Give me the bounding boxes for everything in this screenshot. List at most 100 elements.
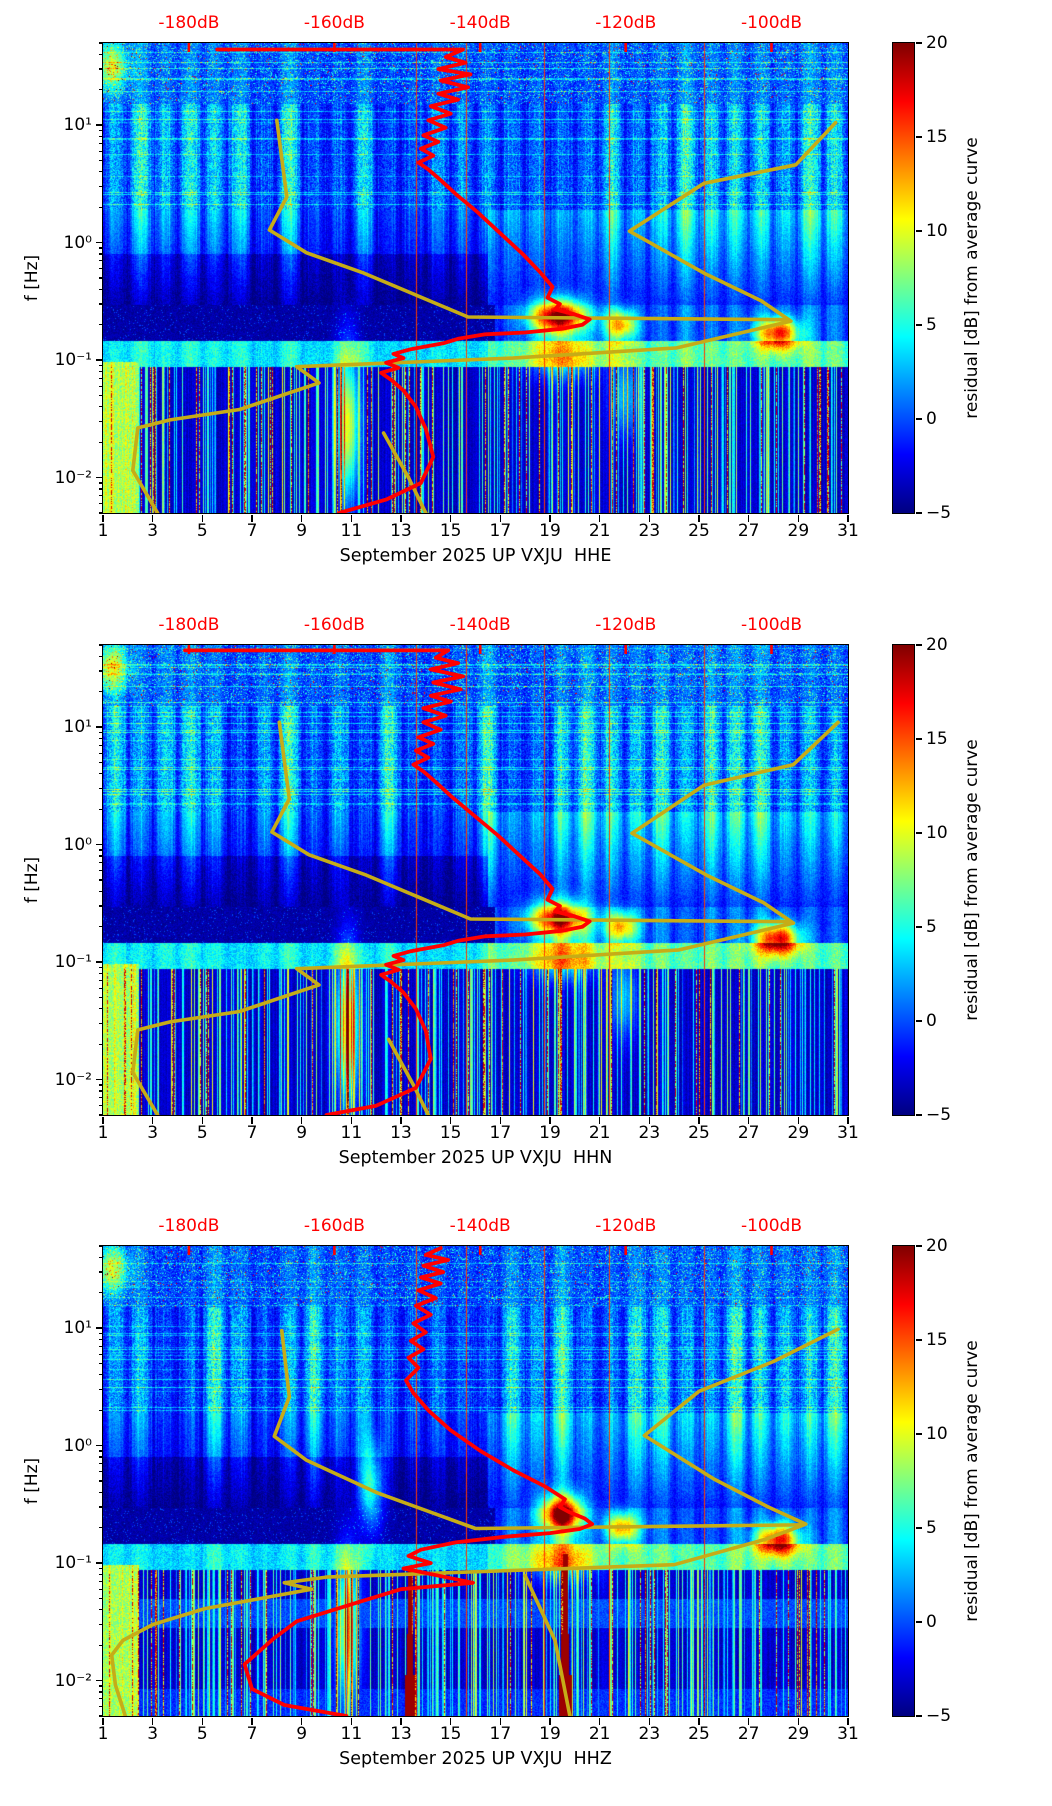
y-minor-tick (98, 488, 103, 490)
x-major-tick (598, 1117, 601, 1124)
y-minor-tick (98, 1597, 103, 1600)
y-minor-tick (98, 855, 103, 857)
y-minor-tick (98, 135, 103, 138)
y-major-tick (95, 843, 103, 846)
y-minor-tick (98, 890, 103, 892)
x-tick-label: 5 (196, 521, 208, 541)
colorbar-tick (915, 230, 922, 232)
y-minor-tick (98, 987, 103, 989)
top-axis-db-label: -180dB (158, 1216, 220, 1236)
y-minor-tick (98, 1506, 103, 1508)
y-minor-tick (98, 1332, 103, 1335)
y-minor-tick (98, 1105, 103, 1107)
top-axis-db-label: -160dB (303, 13, 365, 33)
x-tick-label: 1 (97, 1724, 109, 1744)
y-major-tick (95, 1327, 103, 1329)
y-tick-label: 10⁰ (63, 834, 92, 855)
x-tick-label: 9 (296, 521, 308, 541)
y-minor-tick (98, 42, 103, 44)
colorbar-tick-label: −5 (926, 503, 952, 523)
y-major-tick (95, 241, 103, 244)
x-major-tick (797, 515, 800, 522)
y-minor-tick (98, 394, 103, 397)
top-axis-db-label: -120dB (595, 13, 657, 33)
x-tick-label: 11 (340, 1123, 363, 1143)
x-major-tick (797, 1117, 800, 1124)
y-minor-tick (98, 406, 103, 408)
x-tick-label: 29 (787, 521, 810, 541)
x-tick-label: 9 (296, 1724, 308, 1744)
y-minor-tick (98, 1609, 103, 1611)
y-minor-tick (98, 1043, 103, 1045)
x-tick-label: 25 (688, 1724, 710, 1744)
x-tick-label: 21 (588, 521, 611, 541)
y-minor-tick (98, 53, 103, 55)
y-minor-tick (98, 1374, 103, 1376)
x-major-tick (698, 515, 700, 522)
y-minor-tick (98, 1491, 103, 1493)
y-minor-tick (98, 1691, 103, 1693)
y-minor-tick (98, 268, 103, 270)
x-tick-label: 15 (439, 521, 462, 541)
colorbar-tick-label: −5 (926, 1706, 952, 1726)
noise-model-curve-1 (270, 720, 793, 924)
x-tick-label: 3 (147, 1123, 159, 1143)
x-major-tick (499, 1718, 502, 1725)
colorbar-tick (915, 1339, 922, 1341)
x-major-tick (201, 515, 204, 522)
noise-model-curve-0 (130, 720, 840, 1115)
colorbar-tick (915, 512, 922, 514)
x-major-tick (151, 515, 154, 522)
x-major-tick (449, 1718, 452, 1725)
y-minor-tick (98, 966, 103, 969)
spectrogram-plot-area (102, 1245, 849, 1717)
top-axis-db-label: -180dB (158, 615, 220, 635)
x-major-tick (102, 1117, 104, 1124)
colorbar-label: residual [dB] from average curve (962, 137, 982, 419)
y-minor-tick (98, 253, 103, 255)
top-axis-db-label: -160dB (303, 615, 365, 635)
y-minor-tick (98, 744, 103, 746)
noise-model-curve-2 (381, 431, 428, 513)
x-tick-label: 13 (390, 1724, 412, 1744)
colorbar (892, 42, 915, 514)
x-tick-label: 15 (439, 1123, 462, 1143)
x-tick-label: 13 (390, 521, 412, 541)
y-tick-label: 10⁰ (63, 1435, 92, 1456)
y-minor-tick (98, 206, 103, 208)
x-tick-label: 27 (737, 1123, 760, 1143)
x-axis-title: September 2025 UP VXJU HHZ (339, 1749, 612, 1769)
x-major-tick (151, 1718, 154, 1725)
y-major-tick (95, 1679, 103, 1682)
y-minor-tick (98, 1706, 103, 1708)
curve-overlay (109, 1246, 840, 1716)
y-minor-tick (98, 1084, 103, 1086)
top-axis-db-label: -180dB (158, 13, 220, 33)
x-major-tick (449, 515, 452, 522)
y-minor-tick (98, 905, 103, 907)
colorbar-tick-label: 0 (926, 1612, 937, 1632)
colorbar-tick-label: 20 (926, 33, 948, 53)
y-minor-tick (98, 1698, 103, 1700)
y-minor-tick (98, 731, 103, 734)
colorbar-tick-label: 15 (926, 1330, 948, 1350)
x-tick-label: 27 (737, 521, 760, 541)
x-tick-label: 23 (638, 521, 661, 541)
x-major-tick (747, 1718, 750, 1725)
y-tick-label: 10⁻² (54, 1069, 92, 1090)
y-minor-tick (98, 185, 103, 188)
x-major-tick (847, 515, 849, 522)
y-minor-tick (98, 385, 103, 387)
y-minor-tick (98, 1471, 103, 1473)
y-minor-tick (98, 1480, 103, 1482)
x-major-tick (400, 515, 402, 522)
x-major-tick (847, 1117, 849, 1124)
y-minor-tick (98, 1715, 103, 1717)
colorbar (892, 1245, 915, 1717)
x-tick-label: 21 (588, 1724, 611, 1744)
x-major-tick (300, 1117, 303, 1124)
y-minor-tick (98, 1345, 103, 1347)
x-major-tick (598, 515, 601, 522)
colorbar-tick-label: 20 (926, 635, 948, 655)
